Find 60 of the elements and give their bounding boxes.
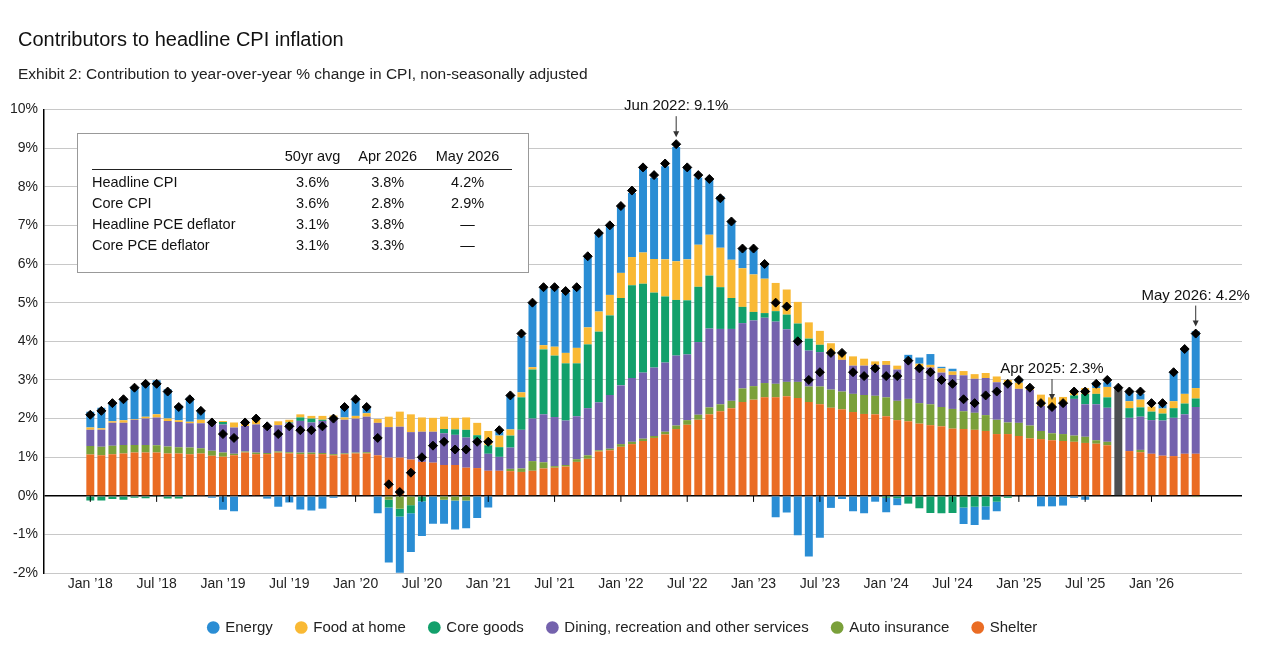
annotation: 2.8% bbox=[370, 194, 406, 213]
annotation: May 2026 bbox=[429, 146, 512, 170]
annotation: 2.9% bbox=[450, 194, 486, 213]
x-tick-label: Jan ’23 bbox=[730, 575, 777, 592]
x-tick-label: Jan ’20 bbox=[333, 575, 379, 592]
x-tick-label: Jan ’25 bbox=[996, 575, 1042, 592]
x-tick-label: Jul ’24 bbox=[932, 575, 973, 592]
y-tick-label: 6% bbox=[17, 254, 39, 271]
annotation: 3.1% bbox=[295, 236, 331, 255]
x-tick-label: Jan ’22 bbox=[598, 575, 644, 592]
annotation: May 2026: 4.2% bbox=[1141, 285, 1250, 303]
y-tick-label: 3% bbox=[17, 370, 39, 387]
legend-label: Core goods bbox=[446, 617, 524, 635]
y-tick-label: 4% bbox=[17, 332, 39, 349]
x-tick-label: Jul ’18 bbox=[136, 575, 178, 592]
annotation: Apr 2025: 2.3% bbox=[1000, 359, 1104, 377]
y-tick-label: 9% bbox=[17, 138, 39, 155]
y-tick-label: 7% bbox=[17, 216, 39, 233]
legend-label: Shelter bbox=[989, 617, 1038, 635]
y-tick-label: 5% bbox=[17, 293, 39, 310]
x-tick-label: Jan ’18 bbox=[67, 575, 114, 592]
y-tick-label: -1% bbox=[13, 525, 39, 542]
x-tick-label: Jan ’19 bbox=[200, 575, 246, 592]
chart-subtitle: Exhibit 2: Contribution to year-over-year % change in CPI, non-seasonally adjusted bbox=[18, 65, 588, 83]
y-tick-label: 8% bbox=[17, 177, 39, 194]
annotation: Apr 2026 bbox=[352, 146, 430, 170]
annotation: Headline PCE deflator bbox=[92, 215, 237, 234]
annotation: Core PCE deflator bbox=[92, 236, 211, 255]
annotation: — bbox=[459, 215, 476, 234]
annotation: 3.8% bbox=[370, 173, 406, 192]
x-tick-label: Jul ’22 bbox=[666, 575, 708, 592]
annotation: 3.8% bbox=[370, 215, 406, 234]
y-tick-label: 1% bbox=[17, 448, 39, 465]
x-tick-label: Jul ’23 bbox=[799, 575, 841, 592]
chart-title: Contributors to headline CPI inflation bbox=[18, 28, 344, 51]
annotation: 3.6% bbox=[295, 173, 331, 192]
x-tick-label: Jan ’21 bbox=[465, 575, 512, 592]
x-tick-label: Jan ’26 bbox=[1128, 575, 1175, 592]
x-tick-label: Jan ’24 bbox=[863, 575, 909, 592]
y-tick-label: 10% bbox=[9, 100, 39, 117]
legend-label: Energy bbox=[225, 617, 274, 635]
x-tick-label: Jul ’20 bbox=[401, 575, 443, 592]
annotation: 50yr avg bbox=[279, 146, 353, 170]
annotation: Core CPI bbox=[92, 194, 153, 213]
x-tick-label: Jul ’25 bbox=[1064, 575, 1106, 592]
y-tick-label: 0% bbox=[17, 486, 39, 503]
legend-label: Auto insurance bbox=[849, 617, 950, 635]
x-tick-label: Jul ’21 bbox=[534, 575, 576, 592]
annotation: Jun 2022: 9.1% bbox=[624, 96, 729, 114]
annotation: Headline CPI bbox=[92, 173, 179, 192]
y-tick-label: 2% bbox=[17, 409, 39, 426]
legend-label: Food at home bbox=[313, 617, 406, 635]
annotation: 3.1% bbox=[295, 215, 331, 234]
legend-label: Dining, recreation and other services bbox=[564, 617, 809, 635]
annotation: 3.3% bbox=[370, 236, 406, 255]
x-tick-label: Jul ’19 bbox=[269, 575, 310, 592]
annotation: — bbox=[459, 236, 476, 255]
y-tick-label: -2% bbox=[13, 564, 39, 581]
annotation: 4.2% bbox=[450, 173, 486, 192]
annotation: 3.6% bbox=[295, 194, 331, 213]
